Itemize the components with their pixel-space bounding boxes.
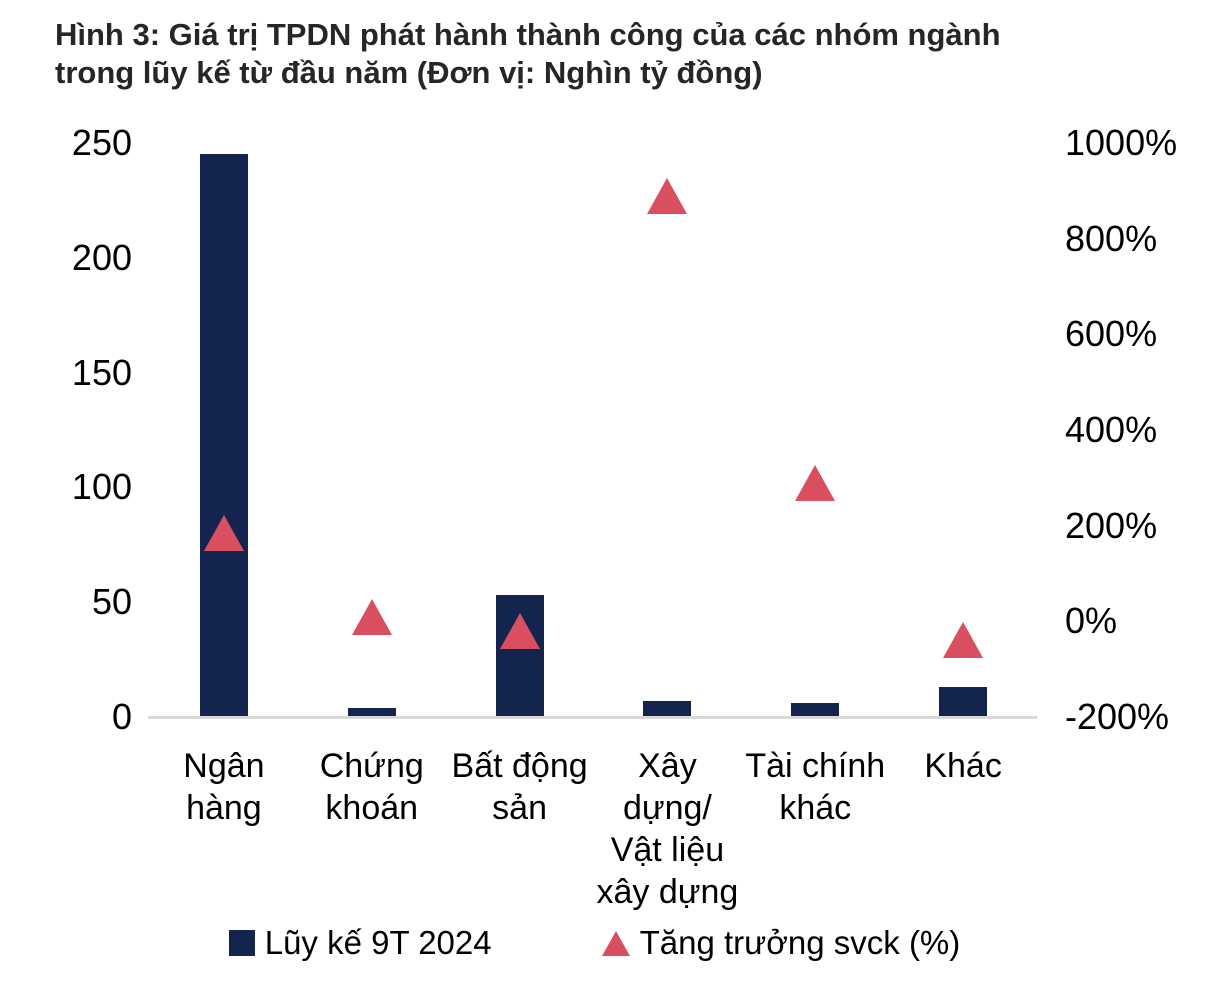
- triangle-marker-icon: [601, 930, 630, 956]
- growth-marker-icon: [203, 514, 244, 551]
- right-axis-tick: 800%: [1065, 217, 1158, 259]
- bar: [643, 700, 692, 717]
- bar: [199, 154, 248, 717]
- left-axis-tick: 200: [71, 236, 132, 278]
- category-label: Khác: [924, 747, 1002, 785]
- category-label: Xây dựng/ Vật liệu xây dựng: [596, 747, 739, 911]
- growth-marker-icon: [647, 177, 688, 214]
- right-axis-tick: 200%: [1065, 504, 1158, 546]
- left-axis-tick: 250: [71, 122, 132, 163]
- right-axis-tick: 400%: [1065, 409, 1158, 450]
- bar-series-swatch-icon: [228, 930, 255, 956]
- left-axis-tick: 0: [111, 696, 132, 737]
- bar: [347, 707, 396, 717]
- legend-item-growth-series: Tăng trưởng svck (%): [601, 924, 961, 962]
- category-label: Tài chính khác: [745, 747, 886, 827]
- category-label: Ngân hàng: [183, 747, 265, 827]
- legend-label-growth-series: Tăng trưởng svck (%): [639, 924, 961, 961]
- right-axis-tick: 0%: [1065, 600, 1118, 642]
- legend: Lũy kế 9T 2024 Tăng trưởng svck (%): [150, 918, 1039, 968]
- bar: [791, 703, 840, 717]
- legend-label-bar-series: Lũy kế 9T 2024: [264, 924, 492, 961]
- growth-marker-icon: [795, 464, 836, 501]
- category-label: Chứng khoán: [319, 747, 424, 827]
- left-axis-tick: 50: [91, 581, 132, 623]
- x-axis-line: [148, 716, 1037, 719]
- right-axis-tick: -200%: [1065, 696, 1170, 737]
- bar: [939, 687, 988, 717]
- growth-marker-icon: [943, 622, 984, 659]
- growth-marker-icon: [351, 598, 392, 635]
- left-axis-tick: 100: [71, 466, 132, 508]
- left-axis-tick: 150: [71, 351, 132, 393]
- category-label: Bất động sản: [451, 747, 588, 827]
- right-axis-tick: 600%: [1065, 313, 1158, 355]
- right-axis-tick: 1000%: [1065, 122, 1178, 163]
- growth-marker-icon: [499, 612, 540, 649]
- chart-title: Hình 3: Giá trị TPDN phát hành thành côn…: [55, 17, 1001, 90]
- legend-item-bar-series: Lũy kế 9T 2024: [228, 924, 492, 962]
